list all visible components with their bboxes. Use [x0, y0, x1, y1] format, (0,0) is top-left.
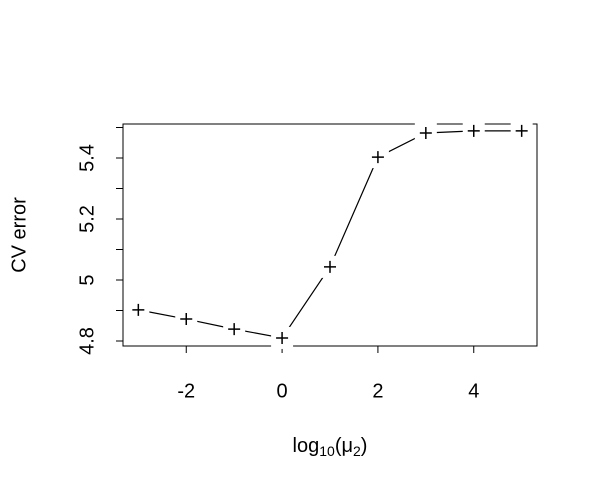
point-marker — [419, 126, 432, 139]
point-marker — [467, 124, 480, 137]
x-tick-label: 2 — [372, 380, 383, 402]
x-label-part: ) — [361, 435, 368, 457]
point-marker — [180, 313, 193, 326]
point-marker — [324, 260, 336, 273]
point-marker — [276, 331, 289, 344]
point-marker — [515, 124, 528, 137]
y-tick-label: 5.4 — [76, 144, 98, 172]
x-tick-label: 4 — [468, 380, 479, 402]
y-tick-label: 5.2 — [76, 205, 98, 233]
x-tick-label: 0 — [277, 380, 288, 402]
x-tick-label: -2 — [177, 380, 195, 402]
x-label-subscript: 10 — [319, 443, 335, 459]
point-marker — [371, 151, 384, 164]
point-marker — [228, 323, 241, 336]
x-label-part: (μ — [335, 435, 353, 457]
x-label-subscript: 2 — [353, 443, 361, 459]
x-axis-label: log10(μ2) — [293, 435, 368, 458]
y-tick-label: 4.8 — [76, 327, 98, 355]
y-axis-label: CV error — [8, 197, 30, 273]
point-marker — [132, 303, 145, 316]
x-label-part: log — [293, 435, 320, 457]
plot-box — [122, 123, 538, 347]
y-tick-label: 5 — [76, 274, 98, 285]
